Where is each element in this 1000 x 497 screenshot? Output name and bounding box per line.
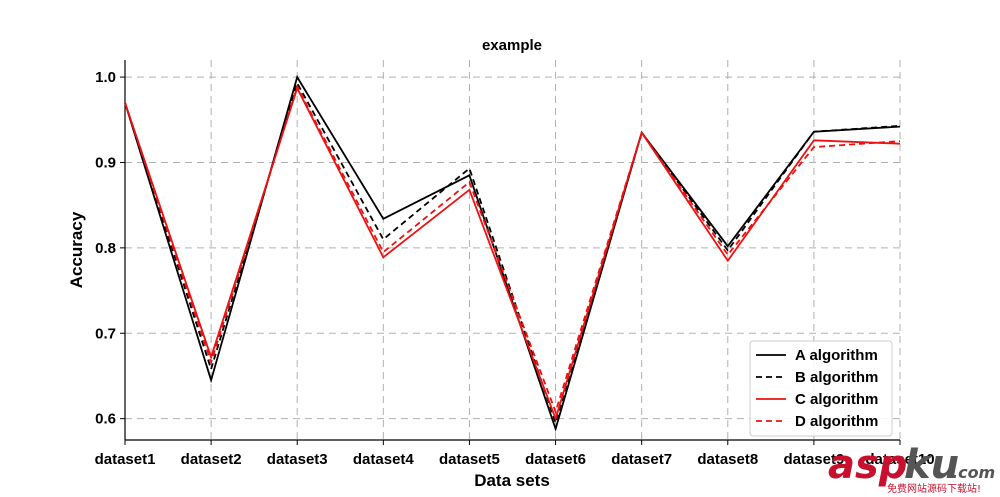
watermark-asp: asp (828, 442, 907, 488)
legend-label-1: A algorithm (795, 347, 878, 364)
x-tick-label: dataset2 (181, 451, 242, 468)
x-tick-label: dataset4 (353, 451, 415, 468)
watermark-subtext: 免费网站源码下载站! (887, 482, 981, 495)
y-tick-label: 0.9 (95, 154, 116, 171)
y-tick-label: 0.6 (95, 411, 116, 428)
series-line-4 (124, 84, 901, 415)
x-ticks: dataset1 dataset2 dataset3 dataset4 dataset5… (95, 440, 935, 468)
y-tick-label: 0.8 (95, 240, 116, 257)
y-ticks: 0.6 0.7 0.8 0.9 1.0 (95, 69, 125, 428)
legend-label-4: D algorithm (795, 413, 878, 430)
x-tick-label: dataset9 (783, 451, 844, 468)
y-tick-label: 1.0 (95, 69, 116, 86)
series-line-3 (124, 85, 901, 422)
series (124, 74, 901, 432)
x-tick-label: dataset10 (865, 451, 934, 468)
watermark-ku: ku (904, 442, 959, 488)
chart-title: example (482, 37, 542, 54)
x-tick-label: dataset7 (611, 451, 672, 468)
x-tick-label: dataset3 (267, 451, 328, 468)
axes (124, 60, 900, 441)
x-tick-label: dataset8 (697, 451, 758, 468)
legend-label-3: C algorithm (795, 391, 878, 408)
x-tick-label: dataset1 (95, 451, 156, 468)
y-axis-title: Accuracy (67, 211, 86, 288)
legend-label-2: B algorithm (795, 369, 878, 386)
watermark-com: .com (952, 463, 995, 482)
watermark: asp ku .com 免费网站源码下载站! (828, 442, 995, 495)
x-axis-title: Data sets (474, 471, 550, 490)
legend: A algorithm B algorithm C algorithm D algor… (749, 340, 893, 437)
y-tick-label: 0.7 (95, 325, 116, 342)
x-tick-label: dataset6 (525, 451, 586, 468)
x-tick-label: dataset5 (439, 451, 500, 468)
legend-box (749, 340, 893, 437)
